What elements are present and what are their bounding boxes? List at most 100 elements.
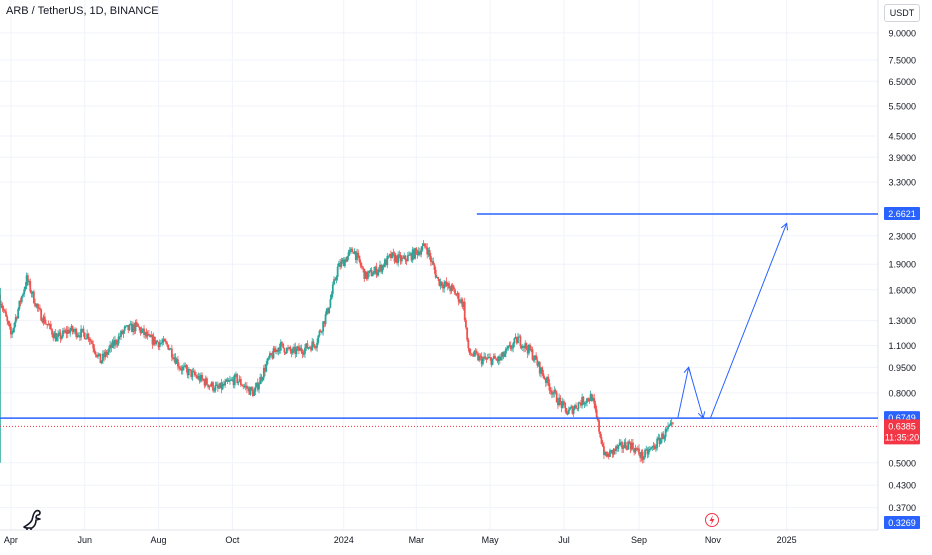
y-tick-label: 0.4300 [888, 481, 916, 491]
candle-body [229, 380, 231, 382]
candle-body [213, 390, 216, 392]
candle-body [491, 358, 494, 365]
current-price-tag-bg [884, 419, 920, 445]
candle-body [226, 379, 229, 382]
candle-body [564, 403, 567, 409]
candle-body [480, 356, 483, 365]
candle-body [548, 383, 551, 391]
candle-body [296, 346, 299, 349]
candle-body [633, 448, 636, 453]
candle-body [245, 385, 248, 389]
candle-body [74, 329, 76, 332]
candle-body [469, 353, 472, 355]
candle-body [527, 344, 530, 354]
candle-body [409, 253, 412, 255]
candle-body [442, 286, 444, 289]
candle-body [390, 254, 392, 259]
candle-body [521, 345, 524, 348]
projection-arrowhead [697, 411, 706, 420]
candle-body [13, 322, 16, 329]
candle-body [312, 341, 315, 345]
candle-body [439, 281, 442, 286]
candle-body [509, 344, 512, 349]
candle-body [209, 385, 212, 387]
candle-body [47, 324, 50, 326]
candle-body [456, 293, 459, 295]
tradingview-dino-icon[interactable] [22, 507, 48, 531]
candle-body [155, 340, 158, 345]
candle-body [525, 343, 528, 349]
candle-body [513, 338, 516, 344]
candle-body [65, 330, 68, 334]
candle-body [612, 448, 615, 455]
candle-body [197, 375, 200, 379]
candle-body [172, 357, 174, 360]
candle-body [294, 346, 297, 355]
candle-body [99, 353, 102, 364]
candle-body [41, 320, 44, 323]
candle-body [75, 329, 78, 337]
candle-body [186, 368, 189, 376]
candle-body [532, 359, 535, 361]
candle-body [369, 269, 372, 271]
candle-body [187, 369, 190, 376]
candle-body [218, 387, 220, 389]
candle-body [156, 340, 159, 342]
candle-body [342, 259, 345, 267]
candle-body [451, 285, 454, 287]
candle-body [101, 353, 104, 361]
candle-body [71, 326, 74, 332]
x-tick-label: May [482, 535, 500, 545]
lightning-glyph [709, 515, 715, 526]
candle-body [655, 447, 657, 449]
candle-body [1, 305, 4, 309]
y-tick-label: 2.3000 [888, 231, 916, 241]
candle-body [140, 330, 143, 333]
symbol-title[interactable]: ARB / TetherUS, 1D, BINANCE [6, 5, 159, 17]
candle-body [145, 332, 148, 337]
candle-body [52, 334, 55, 339]
candle-body [420, 250, 423, 255]
candle-body [304, 347, 306, 354]
candle-body [161, 342, 164, 344]
candle-body [154, 336, 156, 345]
candle-body [91, 341, 93, 344]
candle-body [215, 384, 218, 386]
candle-body [590, 394, 593, 401]
candle-body [105, 351, 108, 355]
candle-body [423, 243, 426, 247]
candle-body [348, 250, 351, 253]
candle-body [127, 325, 130, 331]
candle-body [324, 314, 327, 324]
candle-body [250, 387, 253, 390]
candle-body [39, 307, 41, 310]
candle-body [114, 339, 116, 346]
candle-body [373, 270, 375, 275]
candle-body [37, 307, 40, 309]
candle-body [477, 353, 479, 361]
candle-body [117, 336, 120, 344]
candle-body [147, 333, 150, 335]
candle-body [404, 255, 407, 261]
candle-body [524, 343, 527, 348]
candle-body [460, 299, 462, 303]
candle-body [55, 336, 58, 342]
candle-body [40, 309, 43, 321]
candle-body [542, 373, 545, 378]
candle-body [314, 347, 317, 349]
candle-body [628, 441, 631, 444]
candle-body [383, 259, 386, 268]
candle-body [94, 351, 97, 355]
candle-body [256, 382, 259, 390]
candle-body [508, 344, 511, 347]
currency-button[interactable]: USDT [884, 4, 920, 22]
candle-body [202, 379, 205, 381]
candle-body [371, 274, 374, 277]
candle-body [455, 294, 458, 296]
candle-body [344, 259, 346, 267]
candle-body [42, 316, 45, 323]
candle-body [547, 376, 550, 384]
candle-body [334, 279, 337, 281]
candle-body [212, 382, 214, 391]
